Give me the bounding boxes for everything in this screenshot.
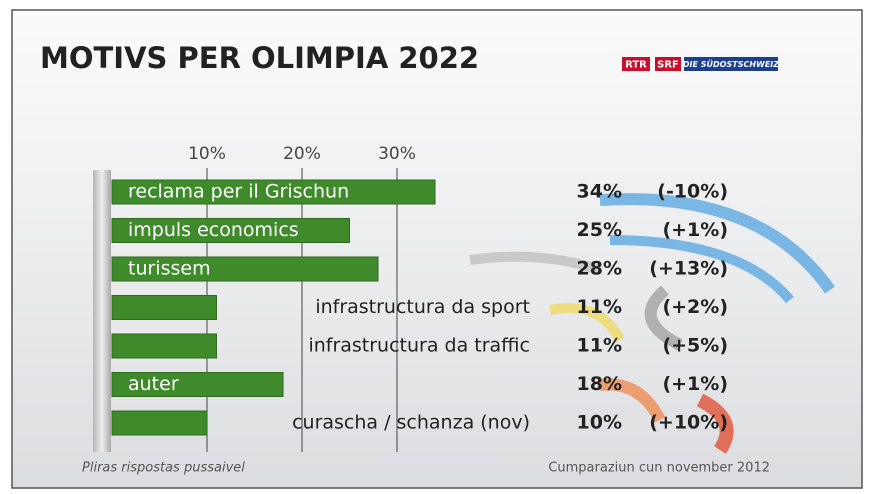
value-label: 28% bbox=[577, 258, 622, 280]
value-label: 11% bbox=[577, 335, 622, 357]
category-label: reclama per il Grischun bbox=[128, 181, 349, 203]
bar bbox=[111, 410, 208, 436]
change-label: (+5%) bbox=[662, 335, 728, 357]
change-label: (+1%) bbox=[662, 373, 728, 395]
bar bbox=[111, 218, 350, 243]
value-label: 18% bbox=[577, 373, 622, 395]
category-label: infrastructura da sport bbox=[315, 296, 530, 318]
x-tick-label: 20% bbox=[283, 144, 321, 164]
change-label: (+1%) bbox=[662, 219, 728, 241]
x-tick-label: 10% bbox=[188, 144, 226, 164]
bar bbox=[111, 179, 436, 205]
category-label: turissem bbox=[128, 258, 211, 280]
decoration bbox=[469, 193, 835, 454]
bar bbox=[111, 333, 217, 359]
x-tick-label: 30% bbox=[378, 144, 416, 164]
category-label: curascha / schanza (nov) bbox=[292, 412, 530, 434]
change-label: (-10%) bbox=[657, 181, 728, 203]
logo-bg bbox=[655, 57, 681, 71]
logo-bg bbox=[684, 57, 778, 71]
axis-pillar bbox=[93, 170, 111, 452]
bar bbox=[111, 372, 284, 397]
bar bbox=[111, 295, 217, 320]
chart-title: MOTIVS PER OLIMPIA 2022 bbox=[40, 41, 479, 75]
footnote: Cumparaziun cun november 2012 bbox=[548, 461, 770, 476]
value-label: 10% bbox=[577, 412, 622, 434]
logo: SRF bbox=[657, 60, 679, 71]
category-label: infrastructura da traffic bbox=[308, 335, 530, 357]
bar bbox=[111, 256, 379, 282]
footnote: Pliras rispostas pussaivel bbox=[82, 461, 245, 476]
logo-bg bbox=[622, 57, 650, 71]
logo: DIE SÜDOSTSCHWEIZ bbox=[683, 59, 779, 69]
logo: RTR bbox=[625, 60, 647, 71]
change-label: (+13%) bbox=[649, 258, 728, 280]
change-label: (+2%) bbox=[662, 296, 728, 318]
value-label: 34% bbox=[577, 181, 622, 203]
value-label: 11% bbox=[577, 296, 622, 318]
change-label: (+10%) bbox=[649, 412, 728, 434]
value-label: 25% bbox=[577, 219, 622, 241]
category-label: impuls economics bbox=[128, 219, 299, 241]
category-label: auter bbox=[128, 373, 179, 395]
